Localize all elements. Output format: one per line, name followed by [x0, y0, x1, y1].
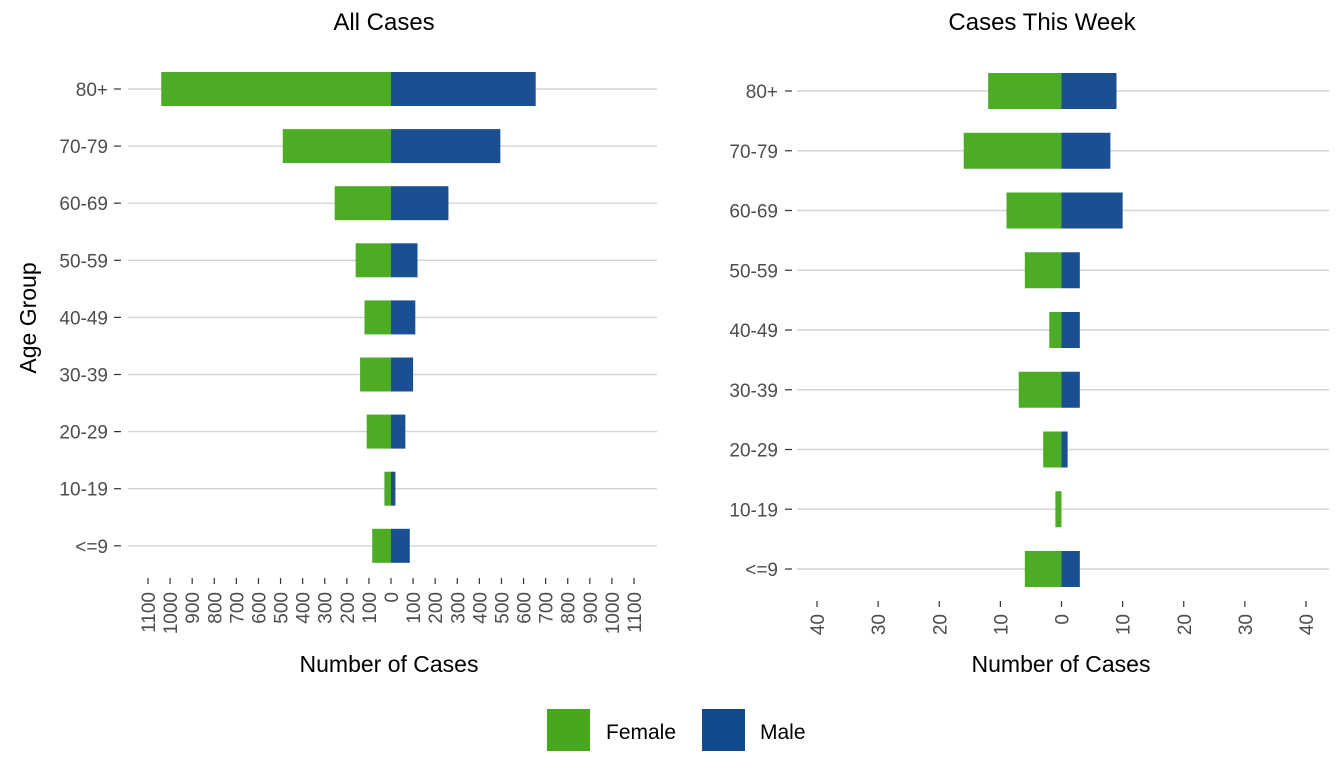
- x-tick-label: 900: [183, 592, 204, 624]
- legend-label-female: Female: [606, 721, 676, 744]
- bar-male: [391, 129, 501, 164]
- bar-female: [1055, 491, 1062, 528]
- bar-male: [1061, 431, 1068, 468]
- x-tick-label: 500: [272, 592, 293, 624]
- chart-title: All Cases: [333, 9, 434, 36]
- legend: Female Male: [547, 709, 806, 751]
- x-tick-label: 500: [492, 592, 513, 624]
- y-tick-label: 40-49: [59, 308, 108, 329]
- bar-male: [391, 186, 449, 221]
- y-tick-label: 60-69: [729, 202, 778, 223]
- bar-female: [364, 300, 391, 335]
- bar-female: [161, 72, 391, 106]
- x-tick-label: 1100: [625, 592, 646, 633]
- bar-male: [391, 72, 536, 106]
- bar-female: [360, 357, 391, 392]
- x-tick-label: 400: [470, 592, 491, 624]
- x-tick-label: 1000: [161, 592, 182, 634]
- bar-female: [1024, 252, 1062, 289]
- y-tick-label: 20-29: [729, 441, 778, 462]
- bar-female: [1024, 551, 1062, 587]
- x-tick-label: 0: [1053, 614, 1074, 625]
- bar-male: [1061, 73, 1117, 109]
- bar-female: [366, 414, 391, 449]
- x-tick-label: 0: [382, 592, 403, 603]
- y-tick-label: <=9: [75, 537, 108, 558]
- bar-male: [391, 357, 414, 392]
- bar-female: [1018, 371, 1062, 408]
- y-tick-label: 10-19: [59, 480, 108, 501]
- bar-female: [1049, 312, 1062, 348]
- y-tick-label: 10-19: [729, 500, 778, 521]
- y-tick-label: <=9: [745, 560, 778, 581]
- bar-male: [1061, 252, 1080, 289]
- x-tick-label: 10: [1114, 614, 1135, 635]
- y-tick-label: 70-79: [729, 142, 778, 163]
- y-tick-label: 20-29: [59, 423, 108, 444]
- legend-key-male: [702, 709, 745, 751]
- x-tick-label: 600: [249, 592, 270, 624]
- x-tick-label: 30: [1236, 614, 1257, 635]
- x-axis-title: Number of Cases: [972, 651, 1151, 677]
- y-tick-label: 60-69: [59, 194, 108, 215]
- x-tick-label: 200: [426, 592, 447, 624]
- bar-male: [391, 300, 416, 335]
- x-tick-label: 20: [930, 614, 951, 635]
- panel-all-cases: 80+ 70-79 60-69 50-59 40-49 30-39 20-29 10-19 <=…: [15, 9, 657, 677]
- bar-male: [1061, 551, 1080, 587]
- bar-female: [988, 73, 1062, 109]
- x-tick-label: 100: [360, 592, 381, 624]
- x-tick-label: 800: [559, 592, 580, 624]
- bar-male: [1061, 312, 1080, 348]
- x-tick-label: 1100: [139, 592, 160, 633]
- y-tick-label: 50-59: [59, 251, 108, 272]
- x-tick-label: 1000: [603, 592, 624, 634]
- bar-female: [963, 132, 1062, 169]
- x-tick-label: 700: [537, 592, 558, 624]
- bar-male: [1061, 132, 1111, 169]
- x-tick-label: 30: [869, 614, 890, 635]
- bar-male: [391, 471, 396, 506]
- bar-female: [384, 471, 391, 506]
- y-tick-label: 80+: [746, 82, 778, 103]
- x-tick-label: 400: [294, 592, 315, 624]
- x-tick-label: 100: [404, 592, 425, 624]
- y-axis-title: Age Group: [15, 262, 41, 373]
- y-tick-label: 50-59: [729, 261, 778, 282]
- bar-male: [1061, 371, 1080, 408]
- x-tick-label: 200: [338, 592, 359, 624]
- bar-female: [334, 186, 391, 221]
- x-tick-label: 40: [808, 614, 829, 635]
- chart-title: Cases This Week: [948, 9, 1136, 36]
- y-tick-label: 30-39: [729, 381, 778, 402]
- bar-male: [391, 243, 418, 278]
- x-tick-label: 10: [991, 614, 1012, 635]
- legend-key-female: [547, 709, 590, 751]
- y-tick-label: 70-79: [59, 137, 108, 158]
- x-tick-label: 800: [205, 592, 226, 624]
- bar-female: [1006, 192, 1062, 229]
- bar-male: [1061, 192, 1123, 229]
- bar-female: [282, 129, 391, 164]
- x-tick-label: 900: [581, 592, 602, 624]
- bar-male: [391, 414, 406, 449]
- x-tick-label: 600: [515, 592, 536, 624]
- x-tick-label: 300: [448, 592, 469, 624]
- bar-male: [391, 528, 410, 563]
- panel-cases-this-week: 80+ 70-79 60-69 50-59 40-49 30-39 20-29 10-19 <=…: [729, 9, 1329, 677]
- x-tick-label: 20: [1175, 614, 1196, 635]
- y-tick-label: 40-49: [729, 321, 778, 342]
- bar-female: [355, 243, 391, 278]
- x-axis-title: Number of Cases: [300, 651, 479, 677]
- x-tick-label: 40: [1297, 614, 1318, 635]
- legend-label-male: Male: [760, 721, 806, 744]
- y-tick-label: 30-39: [59, 366, 108, 387]
- x-tick-label: 300: [316, 592, 337, 624]
- x-tick-label: 700: [227, 592, 248, 624]
- bar-female: [1043, 431, 1062, 468]
- y-tick-label: 80+: [76, 80, 108, 101]
- bar-female: [372, 528, 391, 563]
